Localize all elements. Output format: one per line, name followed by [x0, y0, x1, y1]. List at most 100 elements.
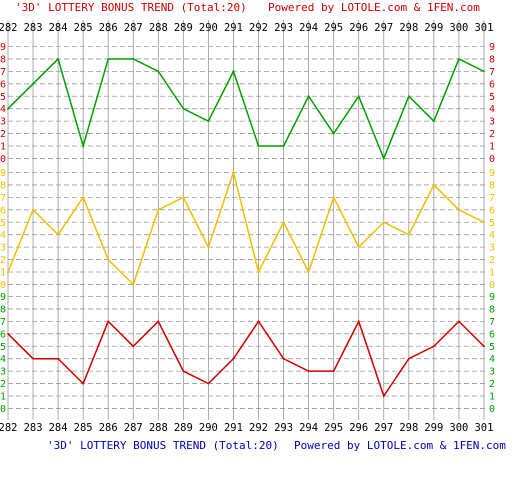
- y-tick-label-left: 3: [0, 243, 6, 254]
- y-tick-label-left: 5: [0, 218, 6, 229]
- footer-powered-by: Powered by LOTOLE.com & 1FEN.com: [294, 439, 506, 452]
- x-tick-label-top: 288: [149, 22, 168, 34]
- x-tick-label-bottom: 300: [449, 422, 468, 434]
- series-line: [7, 319, 485, 398]
- data-point: [232, 70, 235, 73]
- x-axis-top-labels: 282 283 284 285 286 287 288 289 290 291 292 293 294 2…: [0, 22, 493, 34]
- y-tick-label-right: 3: [489, 117, 495, 128]
- y-tick-label-right: 0: [489, 280, 495, 291]
- footer-trend-title: '3D' LOTTERY BONUS TREND (Total:20): [47, 439, 279, 452]
- x-tick-label-top: 301: [474, 22, 493, 34]
- data-point: [307, 271, 310, 273]
- data-point: [57, 58, 59, 60]
- y-tick-label-right: 4: [489, 104, 495, 115]
- x-tick-label-top: 283: [24, 22, 43, 34]
- x-tick-label-bottom: 283: [24, 422, 43, 434]
- y-tick-label-left: 4: [0, 354, 6, 365]
- y-tick-label-right: 2: [489, 255, 495, 266]
- y-tick-label-right: 1: [489, 268, 495, 279]
- data-point: [182, 196, 185, 199]
- data-point: [382, 157, 385, 160]
- y-tick-label-left: 9: [0, 292, 6, 303]
- data-point: [483, 221, 485, 224]
- data-point: [458, 58, 460, 60]
- y-tick-label-left: 9: [0, 168, 6, 179]
- data-point: [257, 145, 260, 147]
- y-tick-label-left: 7: [0, 67, 6, 78]
- data-point: [57, 233, 59, 236]
- data-point: [458, 208, 460, 211]
- y-tick-label-left: 1: [0, 268, 6, 279]
- series-lines: [7, 57, 485, 398]
- x-tick-label-top: 289: [174, 22, 193, 34]
- x-tick-label-bottom: 301: [474, 422, 493, 434]
- x-tick-label-top: 287: [124, 22, 143, 34]
- y-tick-label-right: 8: [489, 180, 495, 191]
- x-tick-label-bottom: 285: [74, 422, 93, 434]
- x-tick-label-top: 292: [249, 22, 268, 34]
- x-tick-label-bottom: 295: [324, 422, 343, 434]
- y-tick-label-right: 6: [489, 79, 495, 90]
- x-tick-label-top: 300: [449, 22, 468, 34]
- x-tick-label-bottom: 294: [299, 422, 318, 434]
- data-point: [32, 208, 34, 211]
- data-point: [7, 271, 9, 273]
- x-tick-label-bottom: 289: [174, 422, 193, 434]
- x-tick-label-top: 298: [399, 22, 418, 34]
- data-point: [357, 95, 360, 98]
- series-line: [7, 57, 485, 161]
- data-point: [7, 332, 9, 335]
- data-point: [432, 120, 435, 123]
- data-point: [207, 246, 210, 249]
- data-point: [332, 196, 335, 199]
- y-tick-label-left: 2: [0, 379, 6, 390]
- y-tick-label-left: 8: [0, 304, 6, 315]
- y-tick-label-right: 0: [489, 404, 495, 415]
- series-line: [7, 169, 485, 286]
- x-tick-label-bottom: 293: [274, 422, 293, 434]
- data-point: [307, 370, 310, 373]
- header-trend-title: '3D' LOTTERY BONUS TREND (Total:20): [15, 1, 247, 14]
- grid-lines: [7, 20, 485, 420]
- y-tick-label-left: 6: [0, 329, 6, 340]
- x-tick-label-top: 293: [274, 22, 293, 34]
- y-tick-label-right: 8: [489, 54, 495, 65]
- x-axis-bottom-labels: 282 283 284 285 286 287 288 289 290 291 292 293 294 2…: [0, 422, 493, 434]
- data-point: [232, 357, 235, 360]
- y-tick-label-right: 0: [489, 154, 495, 165]
- x-tick-label-bottom: 286: [99, 422, 118, 434]
- data-point: [182, 107, 185, 110]
- data-point: [182, 370, 185, 373]
- data-point: [357, 246, 360, 249]
- y-tick-label-right: 6: [489, 205, 495, 216]
- data-point: [382, 395, 385, 397]
- x-tick-label-top: 291: [224, 22, 243, 34]
- x-tick-label-top: 282: [0, 22, 17, 34]
- x-tick-label-top: 285: [74, 22, 93, 34]
- x-tick-label-bottom: 297: [374, 422, 393, 434]
- y-tick-label-right: 9: [489, 168, 495, 179]
- data-point: [207, 382, 210, 385]
- data-point: [207, 120, 210, 123]
- y-tick-label-right: 5: [489, 92, 495, 103]
- data-point: [57, 357, 59, 360]
- y-tick-label-right: 4: [489, 354, 495, 365]
- y-tick-label-left: 1: [0, 392, 6, 403]
- y-tick-label-left: 4: [0, 230, 6, 241]
- y-tick-label-left: 8: [0, 180, 6, 191]
- y-tick-label-right: 3: [489, 243, 495, 254]
- y-tick-label-left: 2: [0, 129, 6, 140]
- data-point: [407, 233, 410, 236]
- data-point: [382, 221, 385, 224]
- y-tick-label-right: 1: [489, 392, 495, 403]
- data-point: [32, 357, 34, 360]
- data-point: [132, 283, 135, 286]
- x-tick-label-top: 297: [374, 22, 393, 34]
- y-tick-label-left: 6: [0, 79, 6, 90]
- x-tick-label-bottom: 298: [399, 422, 418, 434]
- data-point: [458, 320, 460, 323]
- x-tick-label-bottom: 292: [249, 422, 268, 434]
- data-point: [157, 208, 160, 211]
- data-point: [107, 320, 110, 323]
